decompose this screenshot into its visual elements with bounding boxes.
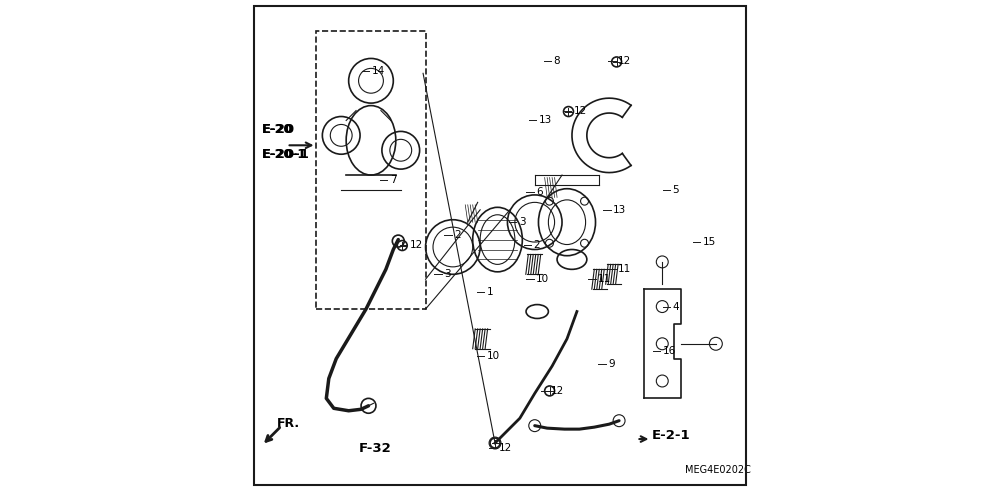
Text: 12: 12 (618, 56, 631, 66)
Text: E-2-1: E-2-1 (651, 429, 690, 442)
Text: 5: 5 (673, 185, 679, 195)
Text: E-20: E-20 (262, 123, 293, 136)
Bar (316, 31, 426, 309)
Text: 6: 6 (536, 188, 543, 198)
Text: 11: 11 (598, 274, 612, 284)
Text: 11: 11 (618, 264, 631, 274)
Text: 2: 2 (534, 240, 540, 250)
Text: 12: 12 (573, 106, 587, 116)
Text: 12: 12 (499, 443, 512, 453)
Text: 7: 7 (390, 175, 396, 185)
Text: 12: 12 (410, 240, 423, 250)
Text: 4: 4 (673, 301, 679, 311)
Text: 3: 3 (444, 269, 451, 279)
Text: 3: 3 (519, 217, 525, 227)
Text: 14: 14 (371, 66, 385, 76)
Polygon shape (572, 98, 631, 173)
Text: 16: 16 (663, 346, 676, 356)
Text: 13: 13 (613, 205, 626, 215)
Text: 12: 12 (551, 386, 564, 396)
Text: FR.: FR. (277, 417, 300, 430)
Text: 1: 1 (487, 287, 493, 297)
Text: 8: 8 (554, 56, 560, 66)
Text: 10: 10 (487, 351, 500, 361)
Text: 10: 10 (536, 274, 549, 284)
Text: E-20-1: E-20-1 (262, 148, 310, 161)
Text: F-32: F-32 (359, 442, 391, 455)
Text: E-20: E-20 (262, 123, 295, 136)
Text: E-20-1: E-20-1 (262, 148, 307, 161)
Text: 15: 15 (702, 237, 716, 247)
Text: MEG4E0202C: MEG4E0202C (685, 466, 751, 476)
Text: 9: 9 (608, 359, 615, 369)
Text: 2: 2 (454, 230, 461, 240)
Text: 13: 13 (539, 115, 552, 125)
